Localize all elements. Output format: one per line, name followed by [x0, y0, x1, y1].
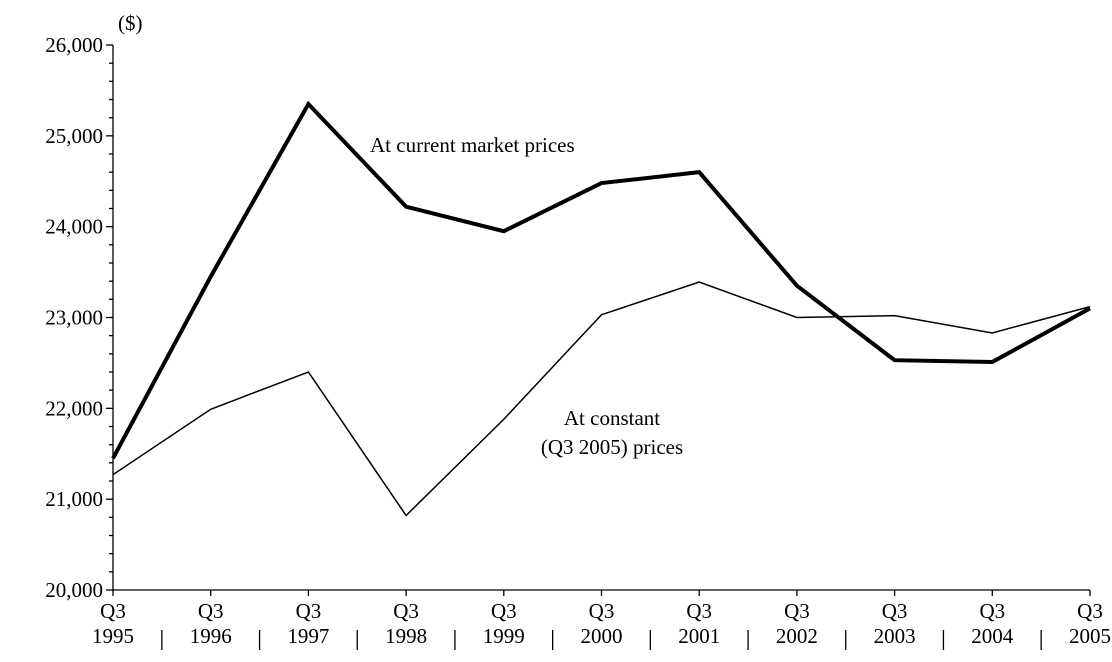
y-tick-label: 25,000 [45, 124, 103, 148]
x-tick-label: Q3 2001 [678, 599, 720, 648]
x-tick-label: Q3 1997 [287, 599, 329, 648]
unit-label: ($) [118, 11, 143, 35]
data-line [112, 281, 1091, 517]
x-tick-label: Q3 2005 [1069, 599, 1111, 648]
data-line [111, 100, 1091, 460]
x-tick-label: Q3 2002 [776, 599, 818, 648]
y-tick-label: 24,000 [45, 215, 103, 239]
x-tick-label: Q3 1998 [385, 599, 427, 648]
y-tick-label: 26,000 [45, 33, 103, 57]
x-tick-label: Q3 2000 [581, 599, 623, 648]
annotation: (Q3 2005) prices [541, 435, 683, 459]
annotation: At constant [564, 406, 660, 430]
y-tick-label: 23,000 [45, 306, 103, 330]
x-tick-label: Q3 2003 [874, 599, 916, 648]
annotation: At current market prices [370, 133, 575, 157]
x-tick-label: Q3 1995 [92, 599, 134, 648]
y-tick-label: 21,000 [45, 487, 103, 511]
x-tick-label: Q3 1999 [483, 599, 525, 648]
y-tick-label: 22,000 [45, 396, 103, 420]
x-tick-label: Q3 2004 [971, 599, 1014, 648]
x-tick-label: Q3 1996 [190, 599, 232, 648]
y-tick-label: 20,000 [45, 578, 103, 602]
